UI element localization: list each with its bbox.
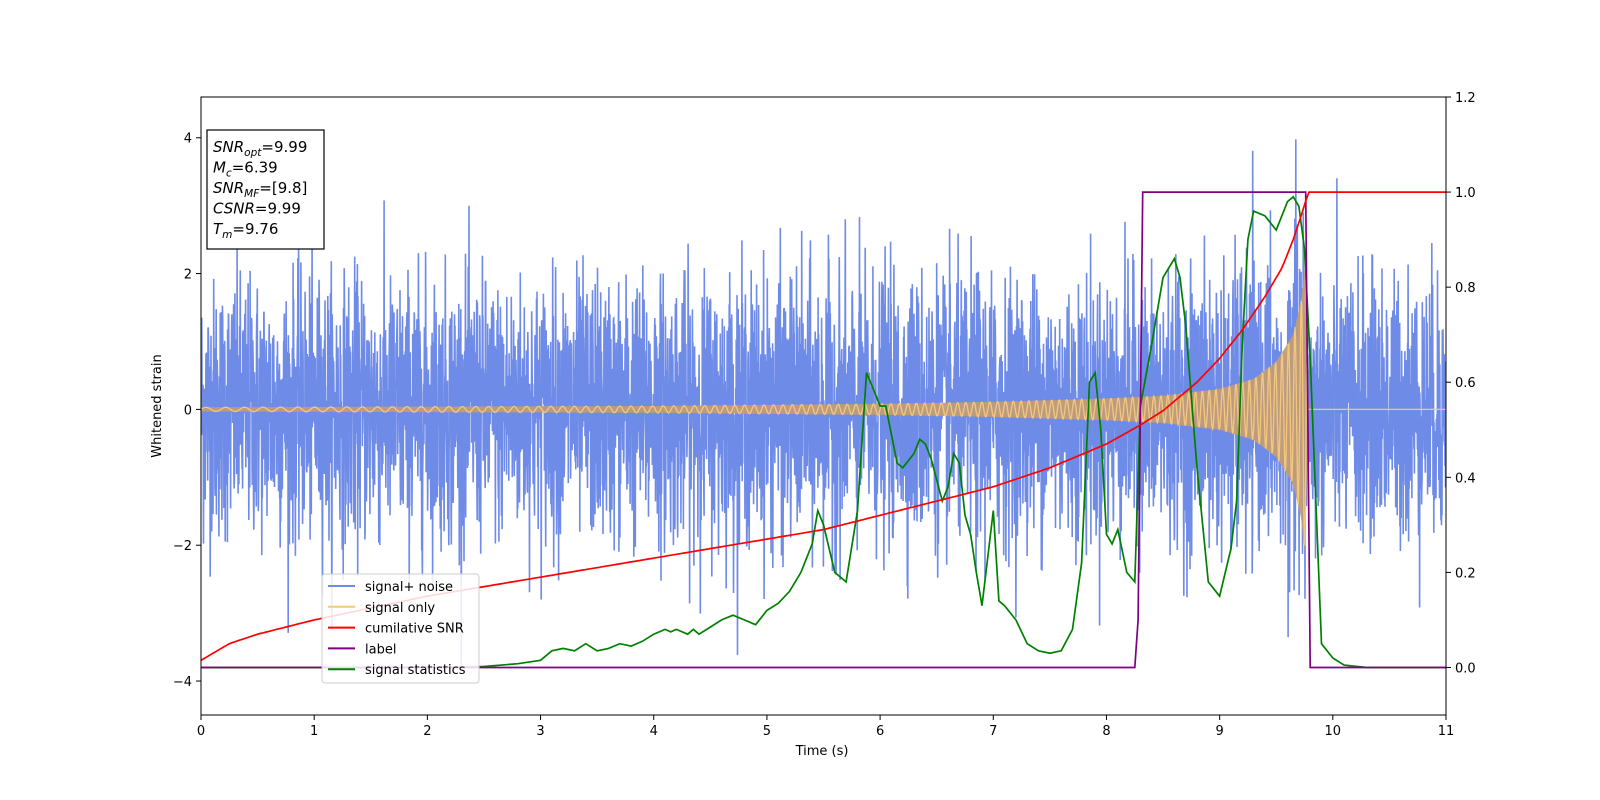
x-tick-label: 11 [1438,724,1455,739]
x-tick-label: 4 [650,724,658,739]
annotation-subscript: opt [244,147,262,159]
y-right-tick-label: 0.6 [1455,376,1476,391]
plot-frame [200,96,1447,716]
annotation-line: Mc=6.39 [213,159,278,180]
legend: signal+ noise signal only cumilative SNR la… [321,573,480,684]
y-axis-right: 0.0 0.2 0.4 0.6 0.8 1.0 1.2 [1446,91,1476,676]
annotation-line: Tm=9.76 [213,220,278,241]
x-tick-label: 9 [1215,724,1223,739]
annotation-line: SNRopt=9.99 [213,138,307,159]
annotation-value: =9.76 [232,220,278,238]
annotation-line: SNRMF=[9.8] [213,179,307,200]
legend-label: label [365,642,396,657]
x-tick-label: 2 [423,724,431,739]
annotation-symbol: SNR [213,179,244,197]
annotation-value: =9.99 [255,200,301,218]
y-right-tick-label: 0.8 [1455,281,1476,296]
y-left-tick-label: −2 [173,539,192,554]
annotation-frame [206,129,325,250]
signal-only-band [201,266,1446,552]
label-line [201,191,1446,669]
annotation-value: =6.39 [232,159,278,177]
annotation-value: =9.99 [261,138,307,156]
signal-plus-noise-series [201,139,1446,668]
x-tick-label: 8 [1102,724,1110,739]
y-left-tick-label: −4 [173,675,192,690]
x-tick-label: 3 [536,724,544,739]
annotation-line: CSNR=9.99 [213,200,301,218]
y-right-tick-label: 0.2 [1455,566,1476,581]
y-right-tick-label: 1.2 [1455,91,1476,106]
x-axis-title: Time (s) [795,744,849,759]
x-tick-label: 1 [310,724,318,739]
legend-frame [321,573,480,684]
y-axis-title: Whitened strain [150,354,165,457]
x-axis: 0 1 2 3 4 5 6 7 8 9 10 11 [197,715,1454,739]
y-left-tick-label: 0 [184,403,192,418]
annotation-subscript: MF [244,188,260,200]
annotation-subscript: c [226,168,232,180]
x-tick-label: 7 [989,724,997,739]
legend-label: signal+ noise [365,580,453,595]
signal-statistics-line [201,195,1446,669]
y-right-tick-label: 0.4 [1455,471,1476,486]
legend-label: signal only [365,601,435,616]
legend-label: signal statistics [365,663,466,678]
y-axis-left: −4 −2 0 2 4 [173,132,201,690]
annotation-symbol: SNR [213,138,244,156]
annotation-subscript: m [222,229,232,241]
annotation-box: SNRopt=9.99Mc=6.39SNRMF=[9.8]CSNR=9.99Tm… [206,129,325,250]
annotation-symbol: T [213,220,224,238]
x-tick-label: 0 [197,724,205,739]
annotation-symbol: CSNR [213,200,255,218]
y-left-tick-label: 2 [184,268,192,283]
annotation-symbol: M [213,159,226,177]
x-tick-label: 5 [763,724,771,739]
x-tick-label: 10 [1325,724,1342,739]
legend-label: cumilative SNR [365,622,464,637]
y-right-tick-label: 0.0 [1455,661,1476,676]
annotation-value: =[9.8] [259,179,307,197]
y-right-tick-label: 1.0 [1455,186,1476,201]
x-tick-label: 6 [876,724,884,739]
signal-plus-noise-line [201,139,1446,668]
y-left-tick-label: 4 [184,132,192,147]
